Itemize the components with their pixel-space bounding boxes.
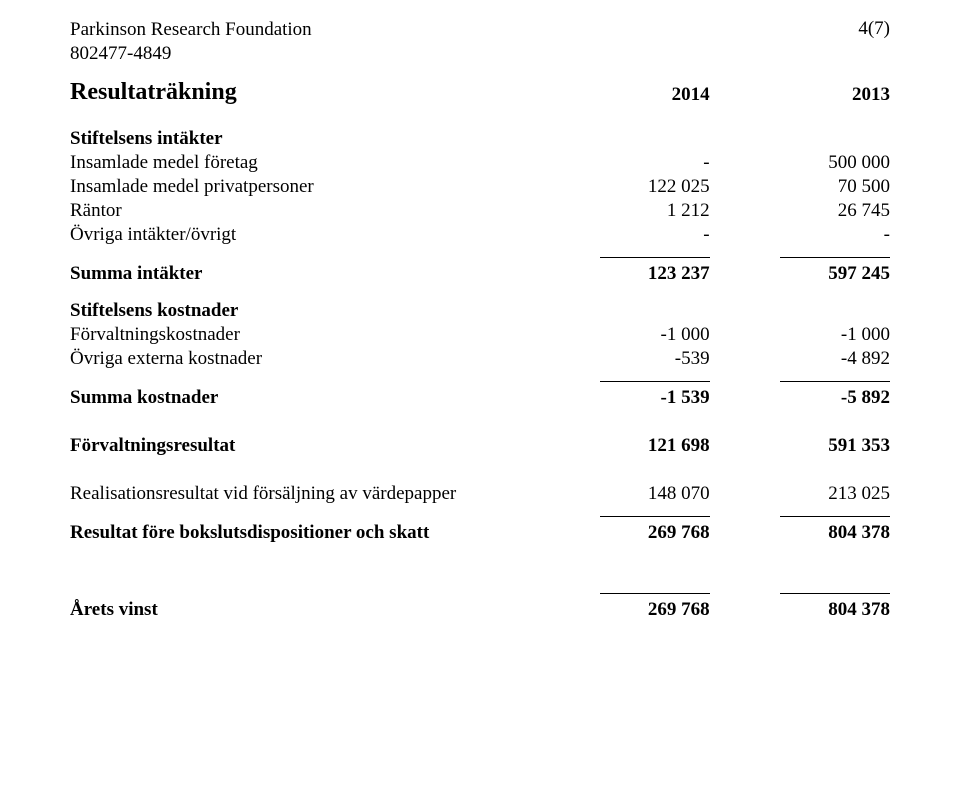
costs-sum-row: Summa kostnader -1 539 -5 892 (70, 387, 890, 410)
row-label: Insamlade medel privatpersoner (70, 175, 529, 199)
row-value: 269 768 (529, 522, 709, 545)
table-row: Insamlade medel privatpersoner 122 025 7… (70, 175, 890, 199)
page-indicator: 4(7) (858, 18, 890, 66)
sum-rule (529, 247, 709, 263)
income-sum-row: Summa intäkter 123 237 597 245 (70, 263, 890, 286)
sum-value: -1 539 (529, 387, 709, 410)
row-label: Övriga intäkter/övrigt (70, 223, 529, 247)
costs-heading-row: Stiftelsens kostnader (70, 286, 890, 323)
report-title: Resultaträkning (70, 79, 237, 105)
sum-rule (710, 506, 890, 522)
row-value: 1 212 (529, 199, 709, 223)
sum-rule (529, 506, 709, 522)
row-value: -539 (529, 347, 709, 371)
row-value: 26 745 (710, 199, 890, 223)
sum-value: 597 245 (710, 263, 890, 286)
header-left: Parkinson Research Foundation 802477-484… (70, 18, 312, 66)
rule-row (70, 371, 890, 387)
rule-row (70, 247, 890, 263)
row-label: Årets vinst (70, 599, 529, 622)
row-value: -1 000 (710, 323, 890, 347)
sum-rule (710, 583, 890, 599)
realisation-row: Realisationsresultat vid försäljning av … (70, 482, 890, 506)
row-value: - (529, 151, 709, 175)
table-row: Övriga externa kostnader -539 -4 892 (70, 347, 890, 371)
table-row: Insamlade medel företag - 500 000 (70, 151, 890, 175)
row-value: 213 025 (710, 482, 890, 506)
row-value: 148 070 (529, 482, 709, 506)
row-value: 500 000 (710, 151, 890, 175)
forvaltning-row: Förvaltningsresultat 121 698 591 353 (70, 434, 890, 458)
costs-heading: Stiftelsens kostnader (70, 286, 529, 323)
profit-row: Årets vinst 269 768 804 378 (70, 599, 890, 622)
sum-value: 123 237 (529, 263, 709, 286)
sum-rule (529, 371, 709, 387)
row-value: -4 892 (710, 347, 890, 371)
income-heading: Stiftelsens intäkter (70, 114, 529, 151)
row-value: - (529, 223, 709, 247)
org-name: Parkinson Research Foundation (70, 18, 312, 42)
year-col-1: 2014 (529, 78, 709, 114)
row-label: Realisationsresultat vid försäljning av … (70, 482, 529, 506)
row-label: Förvaltningskostnader (70, 323, 529, 347)
row-value: 804 378 (710, 599, 890, 622)
table-row: Räntor 1 212 26 745 (70, 199, 890, 223)
org-number: 802477-4849 (70, 42, 312, 66)
sum-rule (710, 371, 890, 387)
row-value: 269 768 (529, 599, 709, 622)
row-label: Övriga externa kostnader (70, 347, 529, 371)
row-label: Räntor (70, 199, 529, 223)
rule-row (70, 506, 890, 522)
year-header-row: Resultaträkning 2014 2013 (70, 78, 890, 114)
sum-rule (710, 247, 890, 263)
table-row: Övriga intäkter/övrigt - - (70, 223, 890, 247)
sum-rule (529, 583, 709, 599)
row-label: Insamlade medel företag (70, 151, 529, 175)
row-label: Förvaltningsresultat (70, 434, 529, 458)
row-value: 70 500 (710, 175, 890, 199)
row-value: 591 353 (710, 434, 890, 458)
page: Parkinson Research Foundation 802477-484… (0, 0, 960, 807)
income-heading-row: Stiftelsens intäkter (70, 114, 890, 151)
pre-tax-row: Resultat före bokslutsdispositioner och … (70, 522, 890, 545)
row-value: 122 025 (529, 175, 709, 199)
row-value: - (710, 223, 890, 247)
page-header: Parkinson Research Foundation 802477-484… (70, 18, 890, 66)
income-statement-table: Resultaträkning 2014 2013 Stiftelsens in… (70, 78, 890, 622)
year-col-2: 2013 (710, 78, 890, 114)
row-value: 121 698 (529, 434, 709, 458)
table-row: Förvaltningskostnader -1 000 -1 000 (70, 323, 890, 347)
sum-label: Summa intäkter (70, 263, 529, 286)
row-label: Resultat före bokslutsdispositioner och … (70, 522, 529, 545)
row-value: -1 000 (529, 323, 709, 347)
sum-value: -5 892 (710, 387, 890, 410)
rule-row (70, 583, 890, 599)
row-value: 804 378 (710, 522, 890, 545)
sum-label: Summa kostnader (70, 387, 529, 410)
